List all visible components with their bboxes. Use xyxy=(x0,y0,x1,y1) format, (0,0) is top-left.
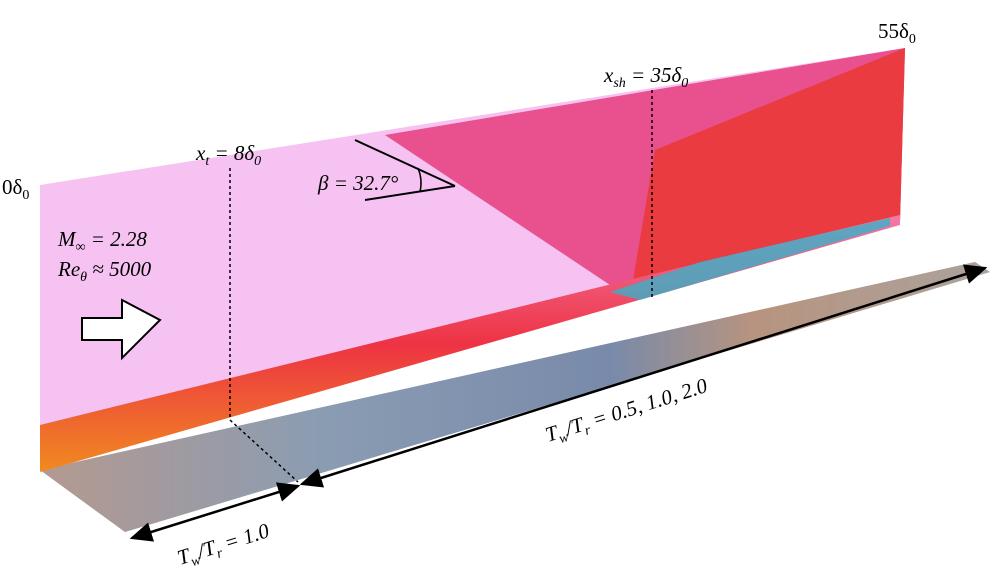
subscript: θ xyxy=(80,270,87,285)
label-angle: β = 32.7° xyxy=(317,171,399,195)
label-shock: xsh = 35δ0 xyxy=(603,63,688,91)
label-text: ≈ 5000 xyxy=(87,257,152,281)
label-ratio-upstream: Tw/Tr = 1.0 xyxy=(174,518,273,573)
label-text: = 2.28 xyxy=(85,227,147,251)
subscript: r xyxy=(583,423,593,439)
subscript: 0 xyxy=(909,32,916,47)
label-mach: M∞ = 2.28 xyxy=(57,227,147,255)
label-text: β = 32.7° xyxy=(317,171,399,195)
label-text: M xyxy=(57,227,77,251)
subscript: 0 xyxy=(22,188,29,203)
angle-arc xyxy=(417,167,422,193)
subscript: r xyxy=(215,546,225,562)
label-text: 55δ xyxy=(878,19,909,43)
angle-leg xyxy=(364,185,456,201)
label-text: = 8δ xyxy=(209,141,255,165)
label-text: = 35δ xyxy=(626,63,683,87)
label-text: x xyxy=(195,141,206,165)
label-text: Re xyxy=(57,257,80,281)
subscript: ∞ xyxy=(76,240,86,255)
angle-leg xyxy=(354,139,456,187)
subscript: 0 xyxy=(254,154,261,169)
label-text: x xyxy=(603,63,614,87)
upstream-arrow xyxy=(129,482,301,542)
label-text: 0δ xyxy=(2,175,23,199)
label-end: 55δ0 xyxy=(878,19,916,47)
downstream-arrow xyxy=(299,264,988,488)
label-start: 0δ0 xyxy=(2,175,29,203)
label-transition: xt = 8δ0 xyxy=(195,141,261,169)
subscript: 0 xyxy=(681,76,688,91)
label-text: = 1.0 xyxy=(216,518,272,556)
flow-arrow xyxy=(81,298,162,361)
label-reynolds: Reθ ≈ 5000 xyxy=(57,257,152,285)
subscript: sh xyxy=(613,76,625,91)
subscript: t xyxy=(205,154,210,169)
